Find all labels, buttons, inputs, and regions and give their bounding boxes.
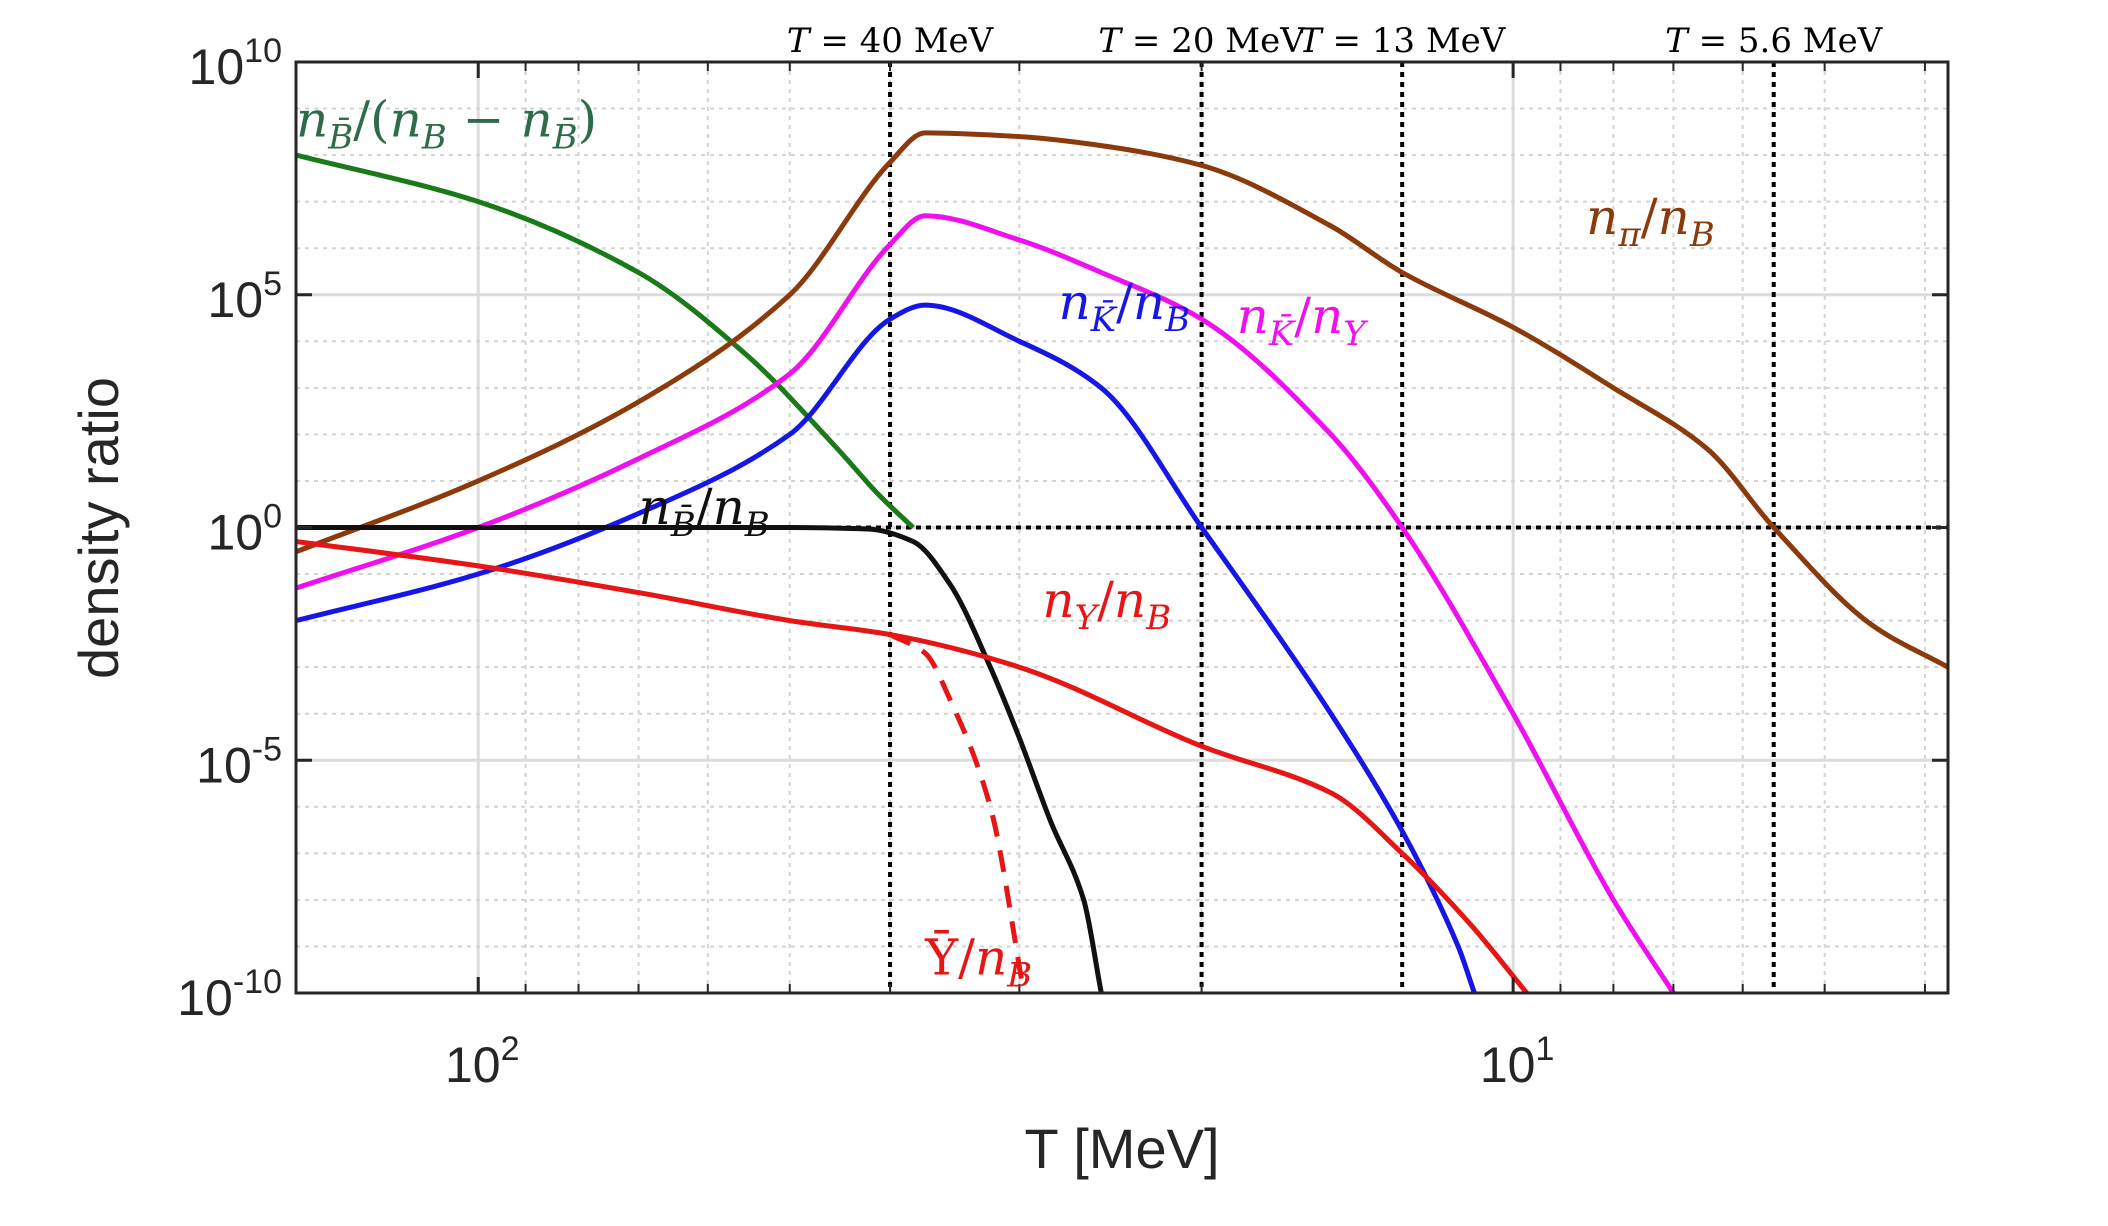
x-tick-label: 102	[445, 1030, 520, 1093]
y-axis-title: density ratio	[67, 377, 130, 679]
x-tick-label: 101	[1480, 1030, 1555, 1093]
series-line-5	[296, 539, 1529, 993]
series-label-0: nB̄​/(nB​ − nB̄​)	[296, 91, 597, 158]
series-lines	[296, 130, 1948, 993]
series-label-5: nY​/nB​	[1042, 571, 1171, 638]
series-line-2	[296, 213, 1676, 993]
y-tick-label: 105	[207, 265, 282, 328]
series-label-2: nK̄​/nB​	[1058, 273, 1190, 340]
y-tick-label: 100	[207, 498, 282, 561]
temperature-marker-label: T = 13 MeV	[1299, 21, 1507, 61]
series-label-4: nB̄​/nB​	[639, 478, 770, 545]
series-line-0	[296, 152, 915, 530]
series-label-1: nπ​/nB​	[1586, 188, 1715, 255]
series-line-4	[296, 524, 1104, 993]
temperature-marker-label: T = 20 MeV	[1098, 21, 1306, 61]
series-line-1	[296, 130, 1948, 670]
y-tick-label: 10-5	[196, 730, 282, 793]
temperature-marker-label: T = 5.6 MeV	[1665, 21, 1884, 61]
series-label-3: nK̄​/nY​	[1237, 287, 1370, 354]
series-labels: nB̄​/(nB​ − nB̄​) nπ​/nB​ nK̄​/nB​ nK̄​/nY​…	[296, 91, 1715, 996]
series-line-6	[888, 632, 1027, 993]
axis-ticks: 1010 105 100 10-5 10-10 102 101	[177, 32, 1948, 1093]
y-tick-label: 1010	[189, 32, 282, 95]
y-tick-label: 10-10	[177, 963, 282, 1026]
series-label-6: Ȳ/nB​	[924, 928, 1032, 995]
x-axis-title: T [MeV]	[1024, 1117, 1219, 1180]
temperature-marker-label: T = 40 MeV	[787, 21, 995, 61]
